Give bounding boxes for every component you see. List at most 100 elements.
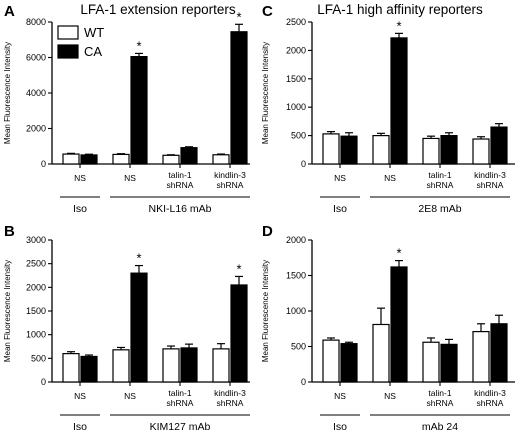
bar-wt xyxy=(112,349,130,383)
bar-wt xyxy=(212,348,230,383)
x-tick-label: shRNA xyxy=(427,180,454,190)
bar-ca xyxy=(180,147,198,165)
y-tick-label: 0 xyxy=(41,159,46,169)
y-tick-label: 2500 xyxy=(26,259,46,269)
group-label: Iso xyxy=(73,421,87,433)
y-tick-label: 0 xyxy=(301,159,306,169)
panel-letter: A xyxy=(4,3,15,20)
bar-ca xyxy=(390,37,408,165)
bar-ca xyxy=(230,284,248,383)
legend-label-ca: CA xyxy=(84,44,102,59)
y-tick-label: 500 xyxy=(291,342,306,352)
group-label: Iso xyxy=(73,203,87,215)
y-axis-label: Mean Fluorescence Intensity xyxy=(261,260,270,362)
panel-b: B Mean Fluorescence Intensity 0 500 1000 1500… xyxy=(3,223,250,433)
x-tick-label: NS xyxy=(74,173,86,183)
y-tick-label: 1500 xyxy=(26,306,46,316)
significance-star: * xyxy=(396,246,401,261)
y-tick-label: 1500 xyxy=(286,74,306,84)
bar-ca xyxy=(490,126,508,165)
group-label: mAb 24 xyxy=(422,421,458,433)
group-label: Iso xyxy=(333,421,347,433)
panel-letter: B xyxy=(4,223,15,240)
panel-c: C Mean Fluorescence Intensity 0 500 1000 1500… xyxy=(261,3,515,215)
x-tick-label: talin-1 xyxy=(428,170,451,180)
y-tick-label: 4000 xyxy=(26,88,46,98)
x-tick-label: shRNA xyxy=(477,180,504,190)
y-tick-label: 2000 xyxy=(26,124,46,134)
x-tick-label: talin-1 xyxy=(168,170,191,180)
x-tick-label: kindlin-3 xyxy=(214,388,246,398)
x-tick-label: NS xyxy=(124,173,136,183)
x-tick-label: NS xyxy=(384,391,396,401)
x-tick-label: kindlin-3 xyxy=(474,170,506,180)
bar-ca xyxy=(440,343,458,383)
panel-letter: C xyxy=(262,3,273,20)
y-tick-label: 3000 xyxy=(26,235,46,245)
group-label: 2E8 mAb xyxy=(418,203,461,215)
y-tick-label: 0 xyxy=(41,377,46,387)
group-label: NKI-L16 mAb xyxy=(148,203,211,215)
bar-ca xyxy=(180,347,198,383)
x-tick-label: NS xyxy=(384,173,396,183)
bar-ca xyxy=(340,343,358,383)
bar-wt xyxy=(162,154,180,165)
legend: WT CA xyxy=(57,25,104,59)
legend-label-wt: WT xyxy=(84,25,104,40)
title-left: LFA-1 extension reporters xyxy=(80,2,236,17)
x-tick-label: shRNA xyxy=(217,398,244,408)
panel-d: D Mean Fluorescence Intensity 0 500 1000 1500… xyxy=(261,223,515,433)
significance-star: * xyxy=(396,18,401,33)
y-tick-label: 2000 xyxy=(286,45,306,55)
bar-wt xyxy=(422,341,440,383)
significance-star: * xyxy=(136,38,141,53)
bar-ca xyxy=(130,56,148,165)
x-tick-label: talin-1 xyxy=(428,388,451,398)
bar-ca xyxy=(440,135,458,165)
x-tick-label: NS xyxy=(74,391,86,401)
y-tick-label: 1000 xyxy=(286,102,306,112)
bar-wt xyxy=(472,330,490,383)
bar-ca xyxy=(80,355,98,383)
significance-star: * xyxy=(236,261,241,276)
y-tick-label: 1000 xyxy=(286,306,306,316)
y-tick-label: 8000 xyxy=(26,17,46,27)
bar-wt xyxy=(422,137,440,165)
x-tick-label: shRNA xyxy=(167,398,194,408)
x-tick-label: shRNA xyxy=(167,180,194,190)
bar-ca xyxy=(130,272,148,383)
bar-wt xyxy=(112,153,130,165)
x-tick-label: NS xyxy=(334,173,346,183)
legend-swatch-wt xyxy=(57,25,79,40)
x-tick-label: shRNA xyxy=(427,398,454,408)
y-tick-label: 1000 xyxy=(26,330,46,340)
title-right: LFA-1 high affinity reporters xyxy=(317,2,483,17)
y-axis-label: Mean Fluorescence Intensity xyxy=(261,42,270,144)
y-axis-label: Mean Fluorescence Intensity xyxy=(3,260,12,362)
bar-ca xyxy=(340,135,358,165)
significance-star: * xyxy=(236,9,241,24)
y-tick-label: 6000 xyxy=(26,53,46,63)
x-tick-label: shRNA xyxy=(217,180,244,190)
x-tick-label: kindlin-3 xyxy=(474,388,506,398)
bar-wt xyxy=(62,353,80,383)
panel-a: A Mean Fluorescence Intensity 0 2000 4000 600… xyxy=(3,3,250,215)
panel-letter: D xyxy=(262,223,273,240)
y-tick-label: 500 xyxy=(31,353,46,363)
x-tick-label: talin-1 xyxy=(168,388,191,398)
bar-wt xyxy=(372,323,390,383)
significance-star: * xyxy=(136,251,141,266)
bar-wt xyxy=(62,153,80,165)
group-label: Iso xyxy=(333,203,347,215)
x-tick-label: shRNA xyxy=(477,398,504,408)
bar-wt xyxy=(322,133,340,165)
bar-ca xyxy=(80,154,98,165)
x-tick-label: NS xyxy=(334,391,346,401)
y-tick-label: 2000 xyxy=(26,282,46,292)
y-axis-label: Mean Fluorescence Intensity xyxy=(3,42,12,144)
bar-wt xyxy=(372,135,390,165)
bar-wt xyxy=(472,138,490,165)
bar-wt xyxy=(322,339,340,383)
x-tick-label: NS xyxy=(124,391,136,401)
